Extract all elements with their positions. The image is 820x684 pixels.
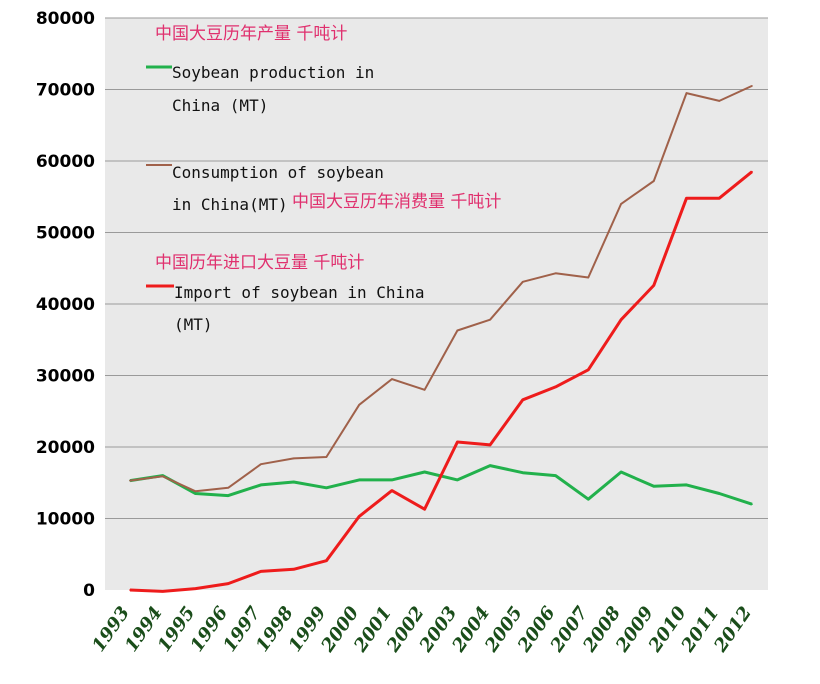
import-label-line2: (MT) (174, 315, 213, 334)
data-point-import (423, 508, 426, 511)
data-point-consumption (161, 475, 164, 478)
y-tick-label: 50000 (36, 224, 95, 244)
data-point-import (685, 197, 688, 199)
data-point-import (358, 515, 360, 518)
data-point-consumption (292, 457, 295, 460)
data-point-import (456, 441, 459, 443)
consumption-label-cn: 中国大豆历年消费量 千吨计 (292, 192, 501, 212)
data-point-consumption (456, 329, 459, 332)
data-point-production (685, 484, 688, 486)
import-label-cn: 中国历年进口大豆量 千吨计 (155, 253, 364, 273)
y-tick-label: 40000 (36, 295, 95, 315)
data-point-production (358, 479, 360, 481)
data-point-production (456, 479, 459, 481)
data-point-import (489, 444, 491, 446)
data-point-import (194, 587, 197, 590)
data-point-import (227, 582, 230, 585)
data-point-consumption (718, 100, 721, 102)
data-point-consumption (129, 479, 131, 482)
data-point-consumption (620, 203, 622, 205)
data-point-consumption (652, 180, 655, 182)
y-tick-label: 70000 (36, 81, 95, 101)
data-point-production (292, 481, 295, 483)
series-line-consumption (129, 84, 753, 493)
data-point-consumption (489, 318, 491, 321)
legend-annotations: 中国大豆历年产量 千吨计 Soybean production in China… (146, 24, 501, 334)
data-point-import (718, 197, 721, 199)
y-axis: 0 10000 20000 30000 40000 50000 60000 70000 8000… (36, 9, 95, 601)
title-cn: 中国大豆历年产量 千吨计 (155, 24, 347, 44)
y-tick-label: 60000 (36, 152, 95, 172)
data-point-production (587, 498, 590, 500)
import-label-line1: Import of soybean in China (174, 283, 424, 302)
series-lines (129, 84, 753, 593)
data-point-consumption (194, 490, 197, 493)
data-point-consumption (554, 272, 557, 275)
y-tick-label: 30000 (36, 367, 95, 387)
data-point-consumption (391, 378, 393, 380)
data-point-import (620, 318, 622, 321)
data-point-production (718, 492, 721, 495)
y-tick-label: 10000 (36, 510, 95, 530)
data-point-import (325, 559, 328, 562)
production-label-line2: China (MT) (172, 96, 268, 115)
y-tick-label: 80000 (36, 9, 95, 29)
data-point-production (423, 471, 426, 473)
data-point-production (227, 494, 230, 497)
data-point-import (161, 590, 164, 593)
data-point-production (325, 486, 328, 489)
data-point-consumption (423, 389, 426, 391)
data-point-production (751, 503, 753, 506)
y-tick-label: 0 (83, 581, 95, 601)
data-point-production (194, 492, 197, 495)
data-point-consumption (751, 85, 753, 87)
consumption-label-line2: in China(MT) (172, 195, 288, 214)
x-axis: 1993199419951996199719981999200020012002… (88, 602, 756, 656)
data-point-production (489, 464, 491, 467)
data-point-consumption (358, 404, 360, 406)
data-point-production (652, 485, 655, 488)
data-point-production (554, 474, 557, 477)
data-point-import (554, 386, 557, 388)
data-point-import (522, 399, 524, 401)
data-point-import (292, 568, 295, 571)
data-point-import (129, 589, 131, 591)
data-point-import (587, 368, 590, 371)
series-line-import (129, 170, 753, 593)
consumption-label-line1: Consumption of soybean (172, 163, 384, 182)
gridlines (105, 17, 768, 519)
data-point-production (522, 471, 524, 474)
data-point-import (260, 570, 262, 573)
data-point-consumption (587, 276, 590, 279)
data-point-consumption (685, 92, 688, 94)
data-point-consumption (260, 463, 262, 465)
data-point-consumption (325, 456, 328, 458)
data-point-import (652, 284, 655, 287)
data-point-consumption (227, 486, 230, 489)
production-label-line1: Soybean production in (172, 63, 374, 82)
data-point-production (260, 484, 262, 486)
data-point-production (391, 479, 393, 481)
data-point-import (391, 489, 393, 492)
data-point-production (620, 471, 622, 473)
y-tick-label: 20000 (36, 438, 95, 458)
data-point-import (751, 170, 753, 173)
data-point-consumption (522, 281, 524, 283)
